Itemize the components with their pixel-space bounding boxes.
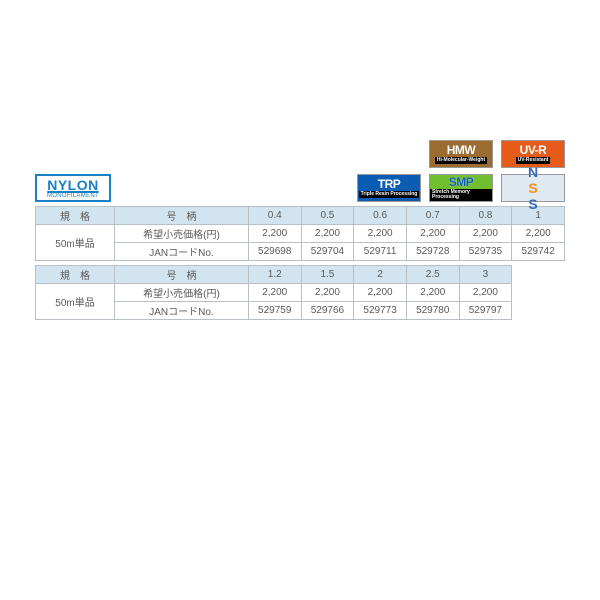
badge-smp: SMP Stretch Memory Processing bbox=[429, 174, 493, 202]
badge-hmw-title: HMW bbox=[447, 144, 476, 156]
t1-col-5: 1 bbox=[512, 207, 565, 225]
badge-hmw-sub: Hi-Molecular-Weight bbox=[435, 157, 487, 164]
badge-smp-sub: Stretch Memory Processing bbox=[430, 189, 492, 201]
badge-row-1: HMW Hi-Molecular-Weight UV-R UV-Resistan… bbox=[35, 140, 565, 168]
t2-price-0: 2,200 bbox=[248, 284, 301, 302]
t1-col-3: 0.7 bbox=[406, 207, 459, 225]
t1-type-header: 号 柄 bbox=[115, 207, 249, 225]
t2-col-3: 2.5 bbox=[406, 266, 459, 284]
spec-table-1: 規 格 号 柄 0.4 0.5 0.6 0.7 0.8 1 50m単品 希望小売… bbox=[35, 206, 565, 261]
t1-col-1: 0.5 bbox=[301, 207, 354, 225]
t2-jan-label: JANコードNo. bbox=[115, 302, 249, 320]
t2-jan-1: 529766 bbox=[301, 302, 354, 320]
badge-row-2: TRP Triple Resin Processing SMP Stretch … bbox=[357, 174, 565, 202]
badge-uvr-sub: UV-Resistant bbox=[516, 157, 551, 164]
badge-uvr-title: UV-R bbox=[520, 144, 547, 156]
t1-jan-1: 529704 bbox=[301, 243, 354, 261]
t1-price-5: 2,200 bbox=[512, 225, 565, 243]
t2-jan-3: 529780 bbox=[406, 302, 459, 320]
t2-price-4: 2,200 bbox=[459, 284, 512, 302]
t2-col-0: 1.2 bbox=[248, 266, 301, 284]
t1-price-3: 2,200 bbox=[406, 225, 459, 243]
t1-price-2: 2,200 bbox=[354, 225, 407, 243]
t1-jan-3: 529728 bbox=[406, 243, 459, 261]
t2-spec-value: 50m単品 bbox=[36, 284, 115, 320]
t2-type-header: 号 柄 bbox=[115, 266, 249, 284]
t2-spec-header: 規 格 bbox=[36, 266, 115, 284]
badge-nss: NSS bbox=[501, 174, 565, 202]
badge-nss-l: N bbox=[528, 164, 538, 180]
t2-jan-empty bbox=[512, 302, 565, 320]
badge-trp-title: TRP bbox=[378, 178, 401, 190]
t1-price-label: 希望小売価格(円) bbox=[115, 225, 249, 243]
t2-col-4: 3 bbox=[459, 266, 512, 284]
spec-table-2: 規 格 号 柄 1.2 1.5 2 2.5 3 50m単品 希望小売価格(円) … bbox=[35, 265, 565, 320]
t1-price-0: 2,200 bbox=[248, 225, 301, 243]
t1-jan-2: 529711 bbox=[354, 243, 407, 261]
t1-jan-5: 529742 bbox=[512, 243, 565, 261]
t2-jan-4: 529797 bbox=[459, 302, 512, 320]
t1-col-0: 0.4 bbox=[248, 207, 301, 225]
t1-col-4: 0.8 bbox=[459, 207, 512, 225]
nylon-label: NYLON MONOFILAMENT bbox=[35, 174, 111, 202]
t1-jan-4: 529735 bbox=[459, 243, 512, 261]
t2-col-1: 1.5 bbox=[301, 266, 354, 284]
t2-price-empty bbox=[512, 284, 565, 302]
t1-spec-value: 50m単品 bbox=[36, 225, 115, 261]
badge-hmw: HMW Hi-Molecular-Weight bbox=[429, 140, 493, 168]
t1-jan-0: 529698 bbox=[248, 243, 301, 261]
badge-smp-title: SMP bbox=[449, 176, 474, 188]
badge-trp-sub: Triple Resin Processing bbox=[359, 191, 420, 198]
t2-jan-0: 529759 bbox=[248, 302, 301, 320]
t2-price-label: 希望小売価格(円) bbox=[115, 284, 249, 302]
t2-price-2: 2,200 bbox=[354, 284, 407, 302]
t2-price-1: 2,200 bbox=[301, 284, 354, 302]
badge-nss-m: S bbox=[528, 180, 537, 196]
t1-price-1: 2,200 bbox=[301, 225, 354, 243]
nylon-title: NYLON bbox=[47, 178, 99, 192]
t1-col-2: 0.6 bbox=[354, 207, 407, 225]
t2-col-2: 2 bbox=[354, 266, 407, 284]
t1-price-4: 2,200 bbox=[459, 225, 512, 243]
t2-col-empty bbox=[512, 266, 565, 284]
t1-jan-label: JANコードNo. bbox=[115, 243, 249, 261]
t2-jan-2: 529773 bbox=[354, 302, 407, 320]
t2-price-3: 2,200 bbox=[406, 284, 459, 302]
badge-trp: TRP Triple Resin Processing bbox=[357, 174, 421, 202]
nylon-sub: MONOFILAMENT bbox=[47, 192, 99, 200]
t1-spec-header: 規 格 bbox=[36, 207, 115, 225]
